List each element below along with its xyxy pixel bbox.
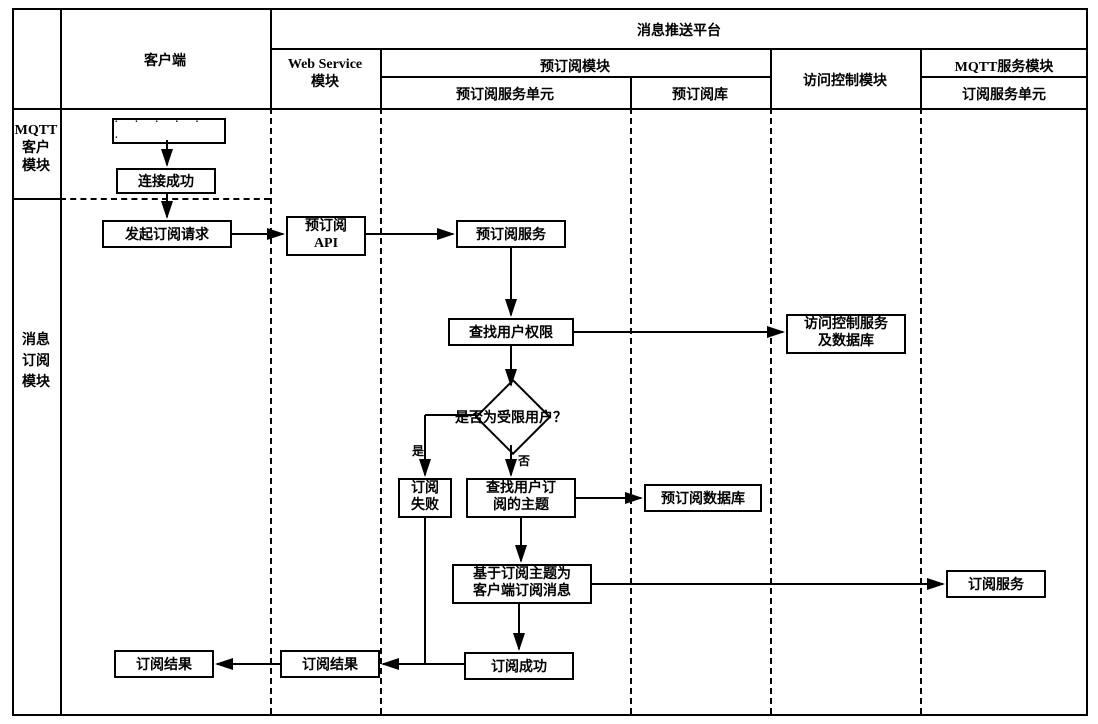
- node-sub-svc: 订阅服务: [946, 570, 1046, 598]
- hline-h2: [270, 48, 1088, 50]
- node-presub-db: 预订阅数据库: [644, 484, 762, 512]
- diamond-label: 是否为受限用户？: [438, 407, 584, 427]
- node-access-db: 访问控制服务 及数据库: [786, 314, 906, 354]
- hdr-presub-db: 预订阅库: [630, 84, 770, 104]
- vdash-4: [770, 108, 772, 714]
- vline-rowlabel: [60, 8, 62, 716]
- node-sub-result2: 订阅结果: [280, 650, 380, 678]
- node-sub-fail: 订阅 失败: [398, 478, 452, 518]
- dots-text: · · · · · ·: [114, 115, 224, 147]
- hdr-presub-unit: 预订阅服务单元: [380, 84, 630, 104]
- vdash-5: [920, 108, 922, 714]
- hdr-platform: 消息推送平台: [270, 20, 1088, 40]
- node-dots: · · · · · ·: [112, 118, 226, 144]
- node-find-topic: 查找用户订 阅的主题: [466, 478, 576, 518]
- hline-h4: [12, 108, 1088, 110]
- vdash-1: [270, 108, 272, 714]
- rowlabel-msgsub: 消息 订阅 模块: [12, 330, 60, 393]
- hline-h3: [380, 76, 770, 78]
- border-top: [12, 8, 1088, 10]
- node-presub-svc: 预订阅服务: [456, 220, 566, 248]
- lbl-yes: 是: [412, 442, 424, 459]
- border-right: [1086, 8, 1088, 716]
- vdash-3: [630, 108, 632, 714]
- node-sub-result1: 订阅结果: [114, 650, 214, 678]
- hdr-access: 访问控制模块: [770, 70, 920, 90]
- node-connect-ok: 连接成功: [116, 168, 216, 194]
- hline-row1a: [12, 198, 60, 200]
- lbl-no: 否: [518, 452, 530, 469]
- hdr-ws: Web Service 模块: [270, 56, 380, 92]
- hdr-client: 客户端: [60, 50, 270, 70]
- hdr-presub: 预订阅模块: [380, 56, 770, 76]
- rowlabel-mqtt: MQTT 客户 模块: [12, 122, 60, 177]
- hdr-mqtt: MQTT服务模块: [920, 56, 1088, 76]
- vdash-2: [380, 108, 382, 714]
- node-sub-ok: 订阅成功: [464, 652, 574, 680]
- node-send-req: 发起订阅请求: [102, 220, 232, 248]
- node-presub-api: 预订阅 API: [286, 216, 366, 256]
- hline-h3b: [920, 76, 1088, 78]
- diagram: 消息推送平台 客户端 Web Service 模块 预订阅模块 预订阅服务单元 …: [0, 0, 1098, 724]
- node-sub-client: 基于订阅主题为 客户端订阅消息: [452, 564, 592, 604]
- hdash-row1: [60, 198, 270, 200]
- hdr-subunit: 订阅服务单元: [920, 84, 1088, 104]
- node-check-perm: 查找用户权限: [448, 318, 574, 346]
- border-bottom: [12, 714, 1088, 716]
